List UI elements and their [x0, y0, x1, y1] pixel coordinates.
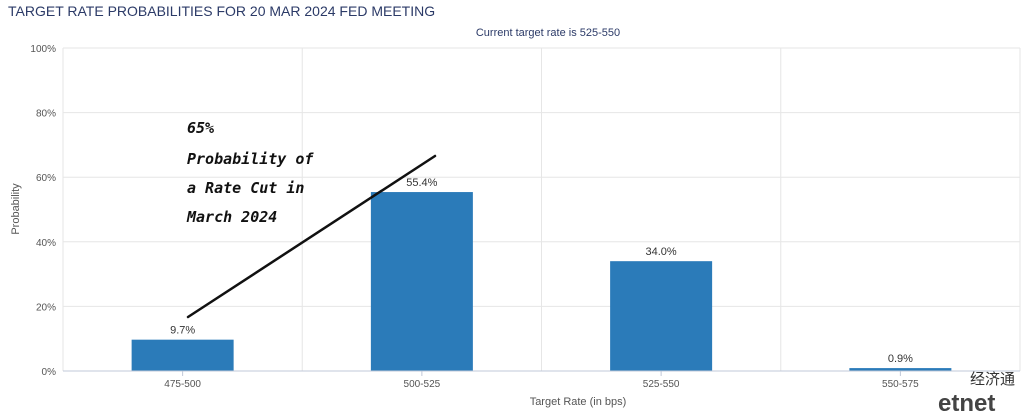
watermark-brand: etnet [938, 390, 995, 414]
annotation-line-1: 65% [187, 119, 214, 137]
y-tick-label: 20% [36, 302, 56, 313]
bar-525-550[interactable] [610, 261, 713, 371]
annotation-line-2: Probability of [187, 150, 314, 168]
data-labels: 9.7% 55.4% 34.0% 0.9% [170, 177, 913, 365]
data-label-500-525: 55.4% [406, 177, 437, 189]
data-label-525-550: 34.0% [646, 246, 677, 258]
annotation-line-3: a Rate Cut in [187, 179, 304, 197]
annotation-line-4: March 2024 [186, 208, 277, 226]
y-tick-label: 60% [36, 173, 56, 184]
y-axis-ticks: 0% 20% 40% 60% 80% 100% [30, 44, 56, 378]
x-tick-label-525-550: 525-550 [643, 379, 680, 390]
chart-title: TARGET RATE PROBABILITIES FOR 20 MAR 202… [8, 3, 435, 19]
x-tick-label-550-575: 550-575 [882, 379, 919, 390]
annotation-arrow-line [186, 154, 437, 319]
bars [131, 192, 952, 371]
data-label-475-500: 9.7% [170, 325, 195, 337]
y-tick-label: 100% [30, 44, 56, 55]
chart-subtitle: Current target rate is 525-550 [476, 27, 620, 39]
bar-550-575[interactable] [849, 368, 952, 371]
gridlines [62, 47, 1021, 371]
y-tick-label: 40% [36, 238, 56, 249]
y-tick-label: 0% [42, 367, 57, 378]
bar-475-500[interactable] [131, 339, 234, 371]
x-tick-label-475-500: 475-500 [164, 379, 201, 390]
x-axis-title: Target Rate (in bps) [530, 396, 627, 408]
data-label-550-575: 0.9% [888, 353, 913, 365]
y-tick-label: 80% [36, 109, 56, 120]
x-tick-label-500-525: 500-525 [404, 379, 441, 390]
x-axis-ticks: 475-500 500-525 525-550 550-575 [164, 371, 919, 390]
y-axis-title: Probability [10, 183, 22, 235]
bar-500-525[interactable] [370, 192, 473, 371]
etnet-watermark: 经济通 etnet [938, 370, 1015, 414]
watermark-chinese: 经济通 [970, 370, 1015, 388]
